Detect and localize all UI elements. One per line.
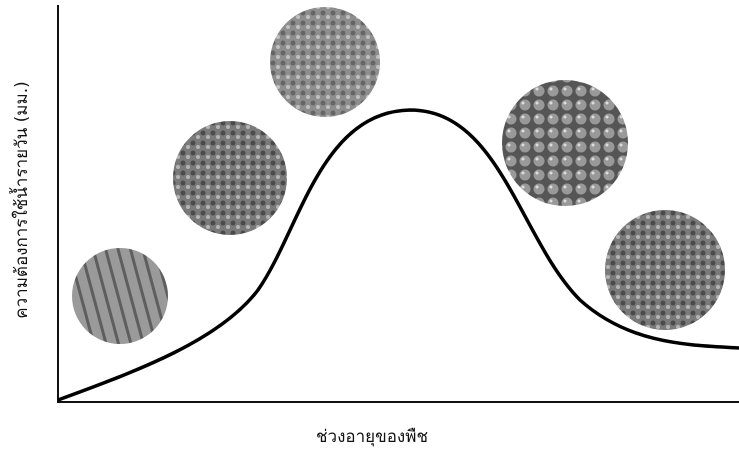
photo-canopy [270, 7, 380, 117]
photo-autumn-leaves [605, 210, 725, 330]
photo-grapes [502, 80, 628, 206]
x-axis-label: ช่วงอายุของพืช [316, 427, 428, 447]
photo-seedling [72, 248, 168, 344]
crop-photos [72, 7, 725, 344]
photo-young-vine [173, 121, 287, 235]
y-axis-label: ความต้องการใช้น้ำรายวัน (มม.) [9, 81, 32, 319]
water-demand-diagram: ความต้องการใช้น้ำรายวัน (มม.) ช่วงอายุขอ… [0, 0, 739, 450]
